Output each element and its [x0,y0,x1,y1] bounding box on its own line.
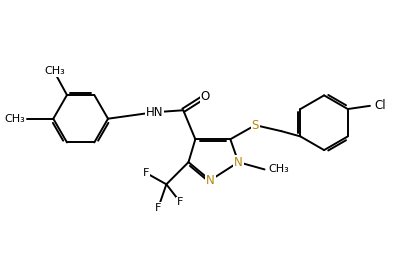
Text: CH₃: CH₃ [268,164,289,174]
Text: O: O [200,90,209,103]
Text: F: F [177,198,183,207]
Text: CH₃: CH₃ [45,66,65,76]
Text: N: N [234,156,242,169]
Text: N: N [205,174,214,187]
Text: Cl: Cl [373,99,384,112]
Text: HN: HN [145,106,163,119]
Text: F: F [143,168,149,178]
Text: CH₃: CH₃ [4,114,25,124]
Text: S: S [251,119,258,132]
Text: F: F [155,203,161,213]
